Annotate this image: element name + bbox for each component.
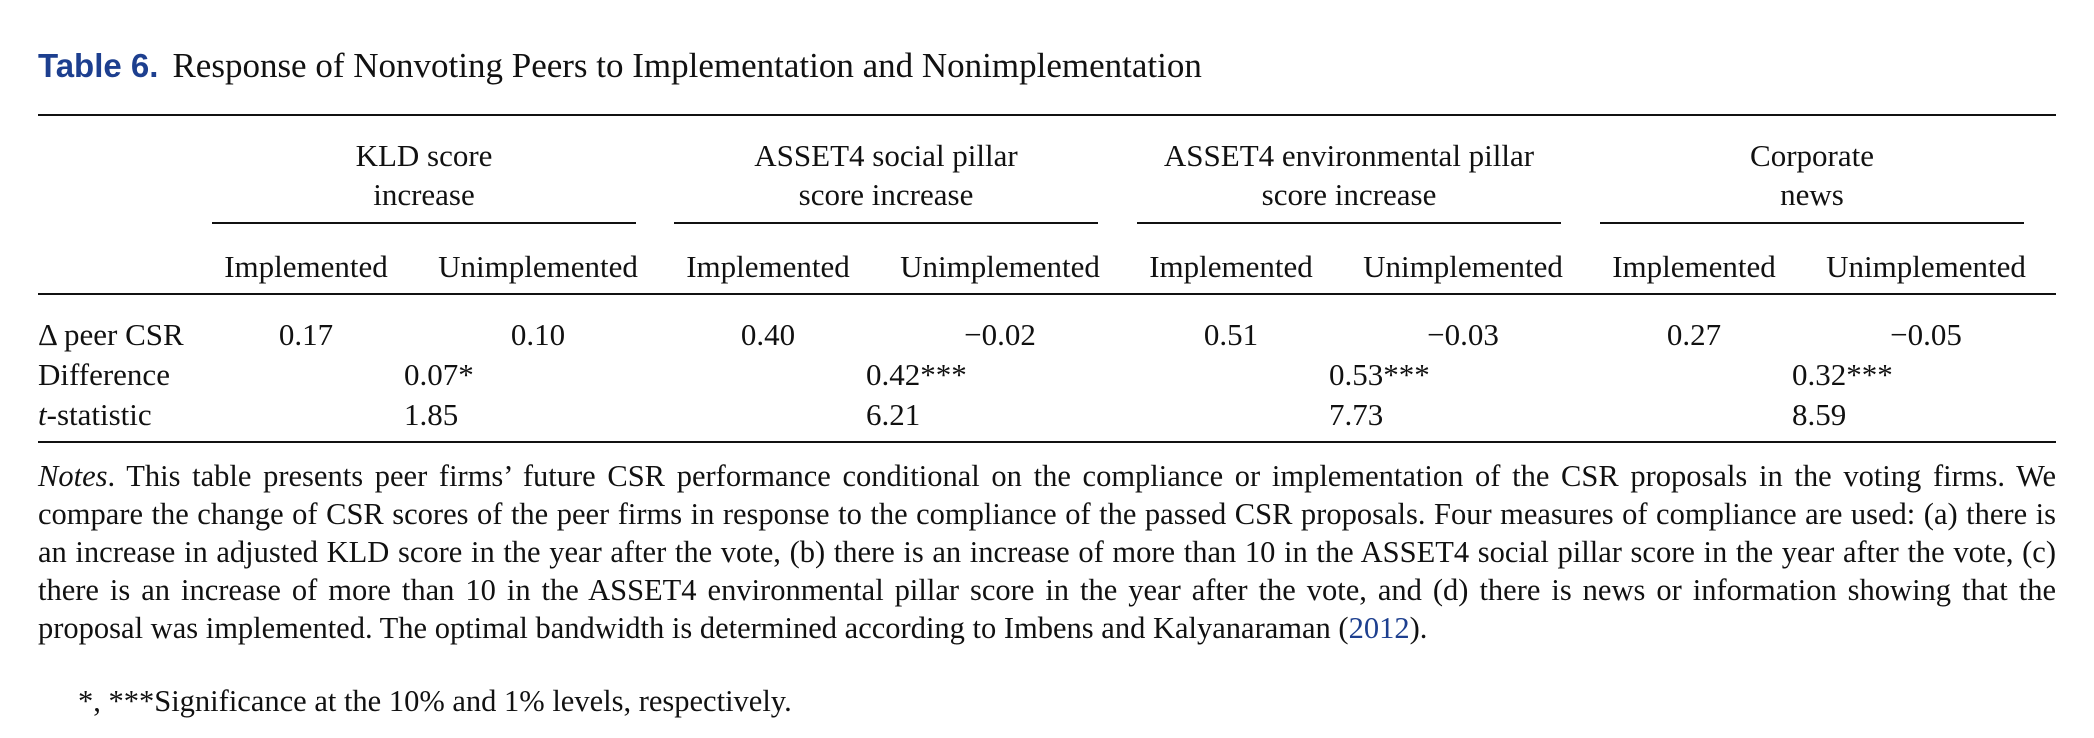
cell-tstat-kld: 1.85 — [404, 397, 459, 432]
row-label-text: peer CSR — [56, 317, 184, 352]
group-underline-kld — [212, 222, 636, 224]
cell-tstat-env: 7.73 — [1329, 397, 1384, 432]
group-header-line: KLD score — [355, 138, 493, 173]
cell-peer-csr-kld-unimplemented: 0.10 — [510, 317, 566, 352]
row-label-peer-csr: Δ peer CSR — [38, 319, 184, 350]
significance-footnote: *, ***Significance at the 10% and 1% lev… — [78, 684, 792, 718]
cell-difference-social: 0.42*** — [866, 357, 967, 392]
subheader-unimplemented: Unimplemented — [1363, 249, 1563, 284]
row-label-t-statistic: t-statistic — [38, 399, 152, 430]
notes-text: . This table presents peer firms’ future… — [38, 459, 2056, 645]
group-header-asset4-environmental: ASSET4 environmental pillar score increa… — [1164, 136, 1534, 214]
top-rule — [38, 114, 2056, 116]
row-label-text: -statistic — [46, 397, 152, 432]
group-underline-asset4-environmental — [1137, 222, 1561, 224]
group-header-line: Corporate — [1750, 138, 1874, 173]
cell-difference-env: 0.53*** — [1329, 357, 1430, 392]
notes-tail: ). — [1409, 611, 1428, 645]
cell-tstat-news: 8.59 — [1792, 397, 1847, 432]
group-header-line: ASSET4 environmental pillar — [1163, 138, 1535, 173]
cell-peer-csr-social-unimplemented: −0.02 — [964, 317, 1036, 352]
group-header-line: increase — [373, 177, 475, 212]
cell-peer-csr-kld-implemented: 0.17 — [278, 317, 334, 352]
group-header-line: news — [1780, 177, 1844, 212]
bottom-rule — [38, 441, 2056, 443]
group-header-corporate-news: Corporate news — [1750, 136, 1874, 214]
cell-peer-csr-env-implemented: 0.51 — [1203, 317, 1259, 352]
cell-peer-csr-news-unimplemented: −0.05 — [1890, 317, 1962, 352]
table-notes: Notes. This table presents peer firms’ f… — [38, 457, 2056, 647]
citation-link[interactable]: 2012 — [1348, 611, 1410, 645]
group-header-kld: KLD score increase — [356, 136, 493, 214]
cell-tstat-social: 6.21 — [866, 397, 921, 432]
group-underline-corporate-news — [1600, 222, 2024, 224]
subheader-unimplemented: Unimplemented — [438, 249, 638, 284]
subheader-implemented: Implemented — [1612, 249, 1776, 284]
group-header-line: score increase — [1261, 177, 1437, 212]
notes-lead: Notes — [38, 459, 108, 493]
table-number: Table 6. — [38, 47, 159, 84]
group-header-line: score increase — [798, 177, 974, 212]
table-caption: Table 6. Response of Nonvoting Peers to I… — [38, 46, 1202, 86]
subheader-implemented: Implemented — [686, 249, 850, 284]
subheader-implemented: Implemented — [1149, 249, 1313, 284]
subheader-unimplemented: Unimplemented — [1826, 249, 2026, 284]
group-underline-asset4-social — [674, 222, 1098, 224]
header-rule — [38, 293, 2056, 295]
delta-symbol: Δ — [38, 317, 57, 352]
row-label-difference: Difference — [38, 357, 170, 392]
cell-peer-csr-news-implemented: 0.27 — [1666, 317, 1722, 352]
t-symbol: t — [38, 397, 47, 432]
cell-peer-csr-social-implemented: 0.40 — [740, 317, 796, 352]
subheader-implemented: Implemented — [224, 249, 388, 284]
table-title: Response of Nonvoting Peers to Implement… — [172, 46, 1202, 85]
cell-difference-news: 0.32*** — [1792, 357, 1893, 392]
cell-difference-kld: 0.07* — [404, 357, 474, 392]
subheader-unimplemented: Unimplemented — [900, 249, 1100, 284]
group-header-line: ASSET4 social pillar — [754, 138, 1018, 173]
group-header-asset4-social: ASSET4 social pillar score increase — [754, 136, 1017, 214]
cell-peer-csr-env-unimplemented: −0.03 — [1427, 317, 1499, 352]
